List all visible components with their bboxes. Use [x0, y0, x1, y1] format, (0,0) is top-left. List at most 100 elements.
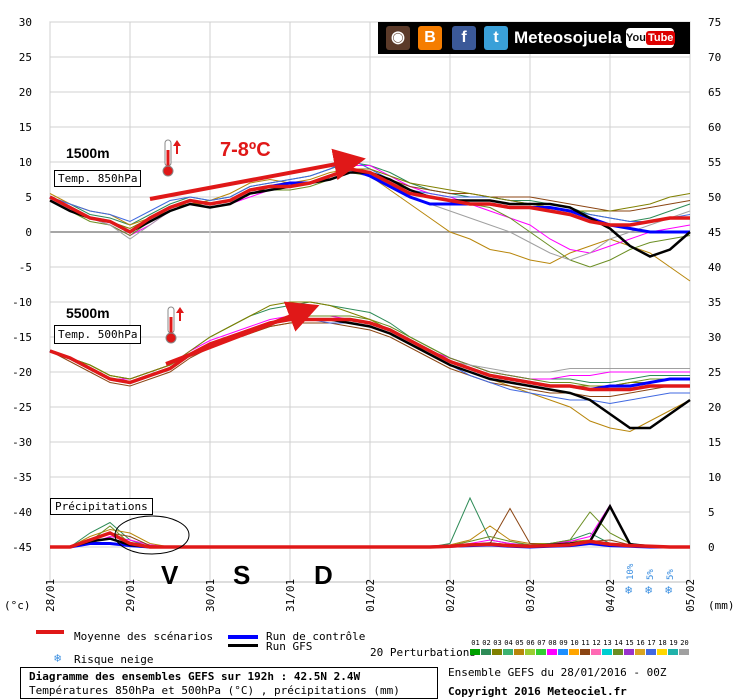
- perturbation-swatch: [668, 649, 678, 655]
- perturbation-number: 07: [537, 639, 546, 647]
- perturbation-legend-item: 20: [679, 639, 690, 659]
- snow-icon: ❄: [625, 583, 632, 597]
- level1-label: 1500m: [66, 145, 110, 161]
- perturbation-swatch: [470, 649, 480, 655]
- x-tick-label: 31/01: [284, 579, 297, 612]
- perturbation-swatch: [547, 649, 557, 655]
- perturbation-number: 15: [625, 639, 634, 647]
- x-tick-label: 01/02: [364, 579, 377, 612]
- footer-box: Diagramme des ensembles GEFS sur 192h : …: [20, 667, 438, 699]
- perturbation-legend-item: 18: [657, 639, 668, 659]
- facebook-icon[interactable]: f: [452, 26, 476, 50]
- perturbation-swatch: [558, 649, 568, 655]
- blogger-icon[interactable]: B: [418, 26, 442, 50]
- thermometer-icon-500: [165, 306, 184, 344]
- perturbation-legend-item: 04: [503, 639, 514, 659]
- precip-series: [50, 496, 690, 549]
- day-label-d: D: [314, 560, 333, 590]
- y-right-tick-label: 65: [708, 86, 721, 99]
- level2-label: 5500m: [66, 305, 110, 321]
- y-left-tick-label: -40: [12, 506, 32, 519]
- precip-highlight-ellipse: [114, 515, 190, 555]
- perturbation-legend-item: 16: [635, 639, 646, 659]
- perturbation-number: 11: [581, 639, 590, 647]
- legend-perturbations-label: 20 Perturbations: [370, 646, 476, 659]
- y-unit-right: (mm): [708, 599, 735, 612]
- legend-snow-label: Risque neige: [74, 653, 154, 666]
- y-left-tick-label: 15: [19, 121, 32, 134]
- level2-box: Temp. 500hPa: [54, 325, 142, 344]
- thermometer-icon-850: [162, 139, 181, 177]
- x-tick-label: 29/01: [124, 579, 137, 612]
- x-tick-label: 05/02: [684, 579, 697, 612]
- t500-perturbation-line: [49, 322, 690, 397]
- perturbation-number: 13: [603, 639, 612, 647]
- t850-mean-line: [49, 167, 690, 235]
- snow-risk-label: 5%: [666, 569, 676, 580]
- x-tick-label: 28/01: [44, 579, 57, 612]
- perturbation-swatch: [646, 649, 656, 655]
- y-left-tick-label: 30: [19, 16, 32, 29]
- youtube-icon[interactable]: You Tube: [626, 28, 676, 48]
- snow-risk: 10% ❄ 5% ❄ 5% ❄: [625, 563, 676, 597]
- perturbation-legend-item: 07: [536, 639, 547, 659]
- y-right-tick-label: 35: [708, 296, 721, 309]
- legend: Moyenne des scénarios Run de contrôle Ru…: [0, 620, 740, 666]
- y-left-tick-label: -10: [12, 296, 32, 309]
- y-left-tick-label: -45: [12, 541, 32, 554]
- legend-mean-label: Moyenne des scénarios: [74, 630, 214, 643]
- annotation-temp: 7-8ºC: [220, 139, 271, 161]
- perturbation-legend-item: 15: [624, 639, 635, 659]
- twitter-icon[interactable]: t: [484, 26, 508, 50]
- perturbation-legend: 01 02 03 04 05 06 07 08 09 10 11 12 13 14 15 16 17 18 19 20: [470, 639, 690, 659]
- perturbation-number: 03: [493, 639, 502, 647]
- y-unit-left: (°c): [4, 599, 31, 612]
- y-left-tick-label: 5: [25, 191, 32, 204]
- perturbation-legend-item: 12: [591, 639, 602, 659]
- brand-name[interactable]: Meteosojuela: [514, 28, 622, 47]
- snow-icon: ❄: [645, 583, 652, 597]
- y-left-tick-label: 0: [25, 226, 32, 239]
- footer-subtitle: Températures 850hPa et 500hPa (°C) , pré…: [29, 684, 400, 697]
- perturbation-number: 04: [504, 639, 513, 647]
- y-axis-left: 30 25 20 15 10 5 0 -5 -10 -15 -20 -25 -30 -35 -40 -45: [12, 16, 32, 554]
- x-tick-label: 04/02: [604, 579, 617, 612]
- precip-mean-line: [50, 531, 690, 549]
- footer-run: Ensemble GEFS du 28/01/2016 - 00Z: [448, 666, 667, 679]
- trend-arrow-850: [149, 148, 366, 201]
- legend-control-label: Run de contrôle: [266, 630, 366, 643]
- day-label-v: V: [161, 560, 179, 590]
- grid: [49, 21, 691, 583]
- perturbation-swatch: [635, 649, 645, 655]
- perturbation-legend-item: 19: [668, 639, 679, 659]
- y-right-tick-label: 45: [708, 226, 721, 239]
- perturbation-number: 05: [515, 639, 524, 647]
- perturbation-legend-item: 10: [569, 639, 580, 659]
- trend-arrow-500: [165, 301, 320, 366]
- x-tick-label: 02/02: [444, 579, 457, 612]
- perturbation-swatch: [657, 649, 667, 655]
- precip-box: Précipitations: [50, 498, 153, 515]
- snow-risk-label: 5%: [646, 569, 656, 580]
- perturbation-number: 16: [636, 639, 645, 647]
- perturbation-legend-item: 01: [470, 639, 481, 659]
- perturbation-legend-item: 05: [514, 639, 525, 659]
- instagram-icon[interactable]: ◉: [386, 26, 410, 50]
- x-tick-label: 03/02: [524, 579, 537, 612]
- perturbation-swatch: [503, 649, 513, 655]
- perturbation-number: 09: [559, 639, 568, 647]
- level1-box: Temp. 850hPa: [54, 170, 142, 187]
- snow-risk-label: 10%: [626, 563, 636, 580]
- footer-title: Diagramme des ensembles GEFS sur 192h : …: [29, 670, 361, 683]
- y-left-tick-label: -20: [12, 366, 32, 379]
- legend-mean-swatch: [36, 630, 64, 634]
- perturbation-swatch: [679, 649, 689, 655]
- y-left-tick-label: 10: [19, 156, 32, 169]
- perturbation-number: 10: [570, 639, 579, 647]
- day-label-s: S: [233, 560, 251, 590]
- y-left-tick-label: 25: [19, 51, 32, 64]
- perturbation-swatch: [591, 649, 601, 655]
- perturbation-number: 02: [482, 639, 491, 647]
- t850-series: [49, 157, 691, 282]
